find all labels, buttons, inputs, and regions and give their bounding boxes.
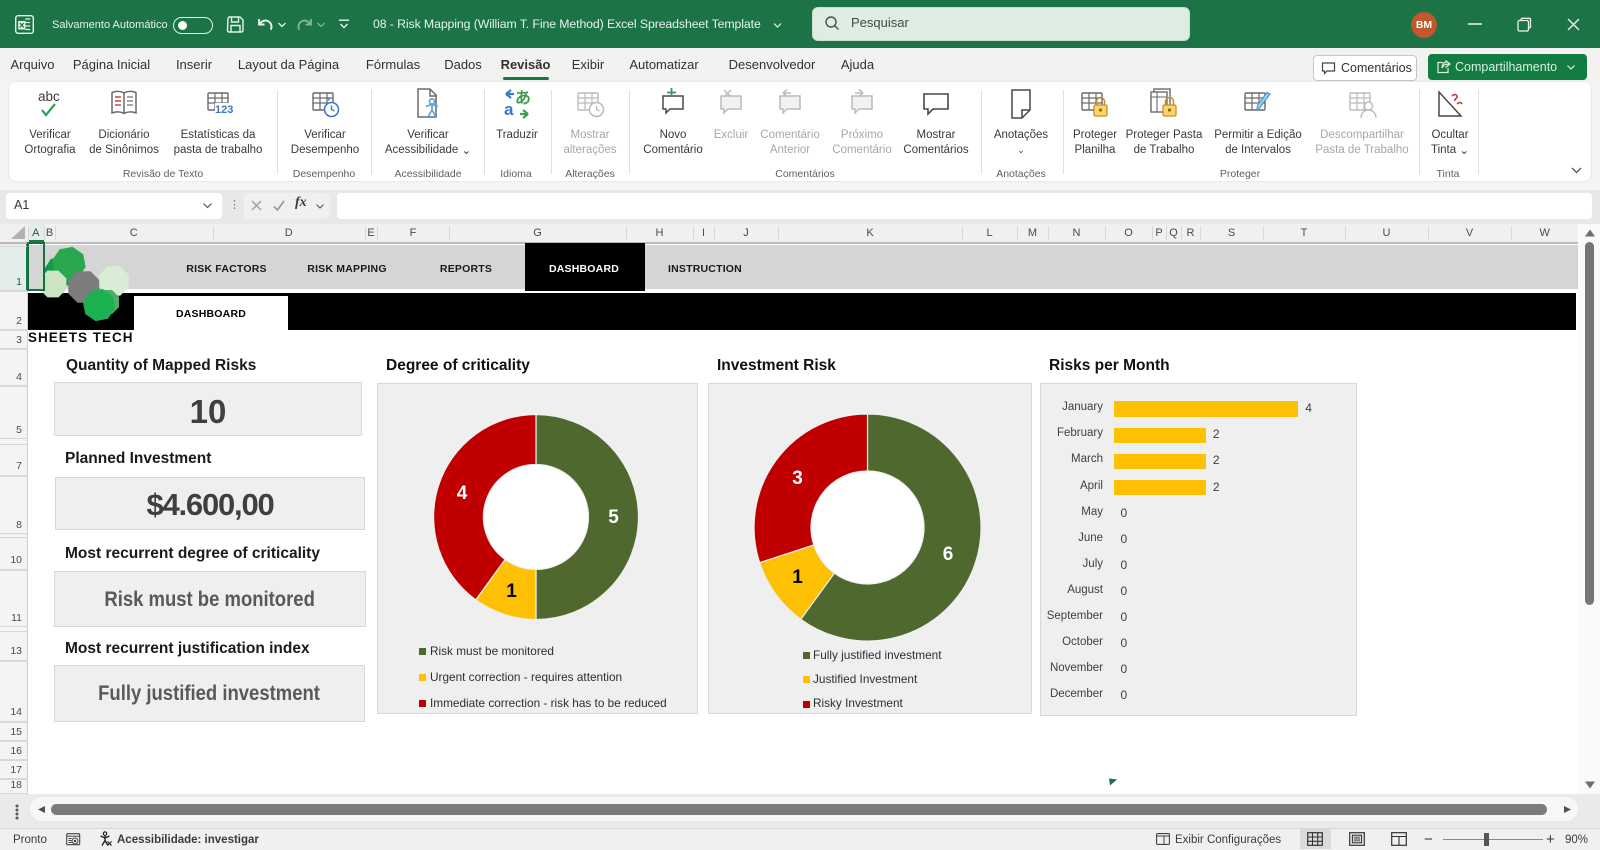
svg-text:a: a [504,100,514,119]
svg-text:123: 123 [215,104,233,116]
svg-text:あ: あ [515,89,531,107]
svg-text:abc: abc [38,89,60,104]
